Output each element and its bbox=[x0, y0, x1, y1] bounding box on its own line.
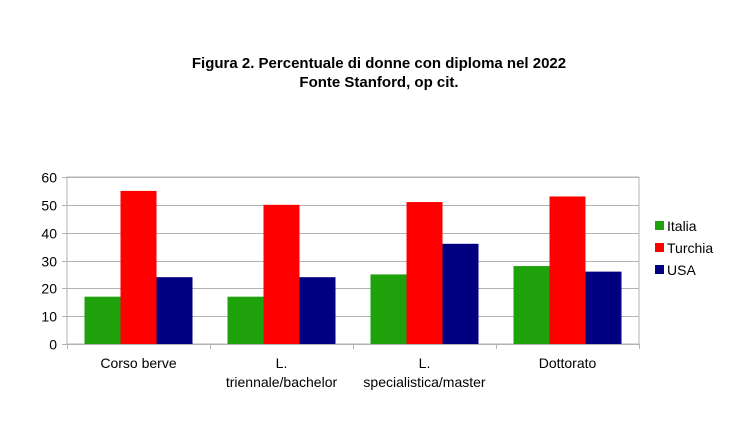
bars bbox=[84, 190, 622, 344]
x-category-label: L. bbox=[419, 355, 431, 371]
x-category-label: triennale/bachelor bbox=[226, 374, 338, 390]
bar-usa bbox=[299, 277, 336, 344]
bar-italia bbox=[84, 296, 121, 344]
x-category-label: Corso berve bbox=[100, 355, 176, 371]
x-category-labels: Corso berve L. triennale/bachelor L. special… bbox=[100, 355, 596, 390]
chart-title-line: Figura 2. Percentuale di donne con diplo… bbox=[192, 55, 566, 72]
bar-italia bbox=[370, 274, 407, 344]
legend-swatch-turchia bbox=[655, 243, 664, 252]
y-tick-label: 60 bbox=[41, 170, 57, 186]
bar-usa bbox=[442, 243, 479, 344]
bar-turchia bbox=[120, 190, 157, 344]
legend-swatch-italia bbox=[655, 221, 664, 230]
bar-usa bbox=[585, 271, 622, 344]
y-tick-label: 40 bbox=[41, 226, 57, 242]
y-tick-label: 0 bbox=[49, 337, 57, 353]
y-tick-label: 50 bbox=[41, 198, 57, 214]
bar-usa bbox=[156, 277, 193, 344]
axes bbox=[67, 344, 640, 349]
x-category-label: specialistica/master bbox=[363, 374, 485, 390]
chart-title-line: Fonte Stanford, op cit. bbox=[299, 74, 458, 91]
bar-italia bbox=[513, 266, 550, 344]
y-tick-label: 20 bbox=[41, 281, 57, 297]
legend-label-italia: Italia bbox=[667, 218, 697, 234]
y-tick-labels: 0 10 20 30 40 50 60 bbox=[41, 170, 57, 353]
legend-label-turchia: Turchia bbox=[667, 240, 713, 256]
bar-turchia bbox=[549, 196, 586, 344]
bar-italia bbox=[227, 296, 264, 344]
y-tick-label: 10 bbox=[41, 309, 57, 325]
legend: Italia Turchia USA bbox=[655, 218, 713, 278]
legend-label-usa: USA bbox=[667, 262, 696, 278]
x-category-label: L. bbox=[276, 355, 288, 371]
legend-swatch-usa bbox=[655, 265, 664, 274]
x-category-label: Dottorato bbox=[539, 355, 597, 371]
bar-turchia bbox=[263, 204, 300, 344]
y-tick-label: 30 bbox=[41, 254, 57, 270]
chart-title: Figura 2. Percentuale di donne con diplo… bbox=[192, 55, 566, 91]
bar-turchia bbox=[406, 202, 443, 344]
